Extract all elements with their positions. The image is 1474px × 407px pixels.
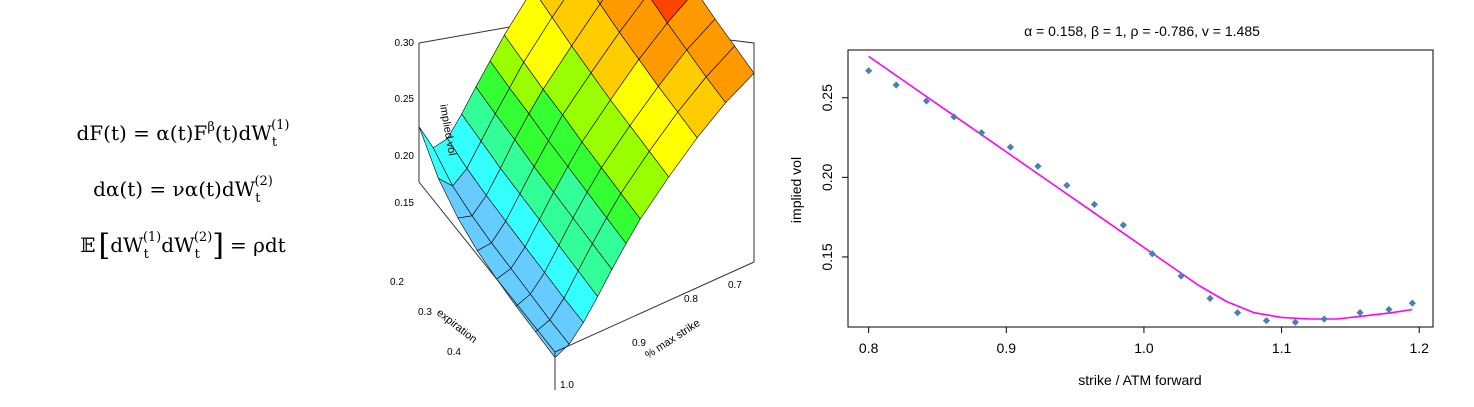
z-tick-label: 0.15 (395, 198, 415, 209)
surface-y-axis-label: % max strike (643, 317, 702, 361)
market-vol-point (892, 81, 900, 89)
equation-alpha: dα(t) = να(t)dWt(2) (93, 174, 273, 206)
implied-vol-surface-chart: 0.15 0.20 0.25 0.30 implied vol 0.2 0.3 … (390, 0, 755, 391)
x-tick-label: 1.0 (1134, 340, 1154, 356)
y-tick-label: 1.0 (560, 380, 574, 391)
y-tick-label: 0.25 (819, 84, 835, 111)
x-tick-label: 1.1 (1272, 340, 1292, 356)
z-tick-label: 0.25 (395, 94, 415, 105)
market-vol-point (1291, 318, 1299, 326)
equation-correlation: 𝔼 [dWt(1)dWt(2)] = ρdt (80, 228, 285, 263)
market-vol-point (1148, 250, 1156, 258)
surface-x-axis-label: expiration (434, 307, 479, 346)
x-axis: 0.8 0.9 1.0 1.1 1.2 (859, 327, 1429, 356)
market-vol-point (1034, 162, 1042, 170)
x-tick-label: 0.9 (997, 340, 1017, 356)
surface-x-ticks: 0.2 0.3 0.4 (390, 277, 461, 358)
y-tick-label: 0.9 (632, 338, 646, 349)
market-vol-point (1233, 309, 1242, 317)
fit-x-axis-label: strike / ATM forward (1078, 372, 1201, 388)
market-vol-points (865, 67, 1416, 326)
x-tick-label: 0.4 (447, 347, 461, 358)
market-vol-point (1408, 299, 1416, 307)
market-vol-point (865, 67, 873, 75)
market-vol-point (1206, 294, 1214, 302)
market-vol-point (1006, 143, 1015, 151)
market-vol-point (977, 129, 986, 137)
market-vol-point (1119, 221, 1127, 229)
market-vol-point (1262, 317, 1271, 325)
equation-forward: dF(t) = α(t)Fβ(t)dWt(1) (76, 118, 289, 150)
x-tick-label: 0.3 (418, 307, 432, 318)
y-tick-label: 0.15 (819, 243, 835, 270)
x-tick-label: 0.8 (859, 340, 879, 356)
z-tick-label: 0.30 (395, 38, 415, 49)
market-vol-point (1063, 181, 1071, 189)
market-vol-point (1385, 305, 1393, 314)
x-tick-label: 0.2 (390, 277, 404, 288)
fit-y-axis-label: implied vol (788, 157, 804, 223)
y-tick-label: 0.8 (684, 294, 698, 305)
surface-y-ticks: 0.7 0.8 0.9 1.0 (560, 280, 742, 391)
fit-chart-title: α = 0.158, β = 1, ρ = -0.786, v = 1.485 (1024, 23, 1260, 39)
y-tick-label: 0.20 (819, 164, 835, 191)
surface-box-front (418, 43, 755, 353)
surface-z-ticks: 0.15 0.20 0.25 0.30 (395, 38, 415, 209)
plot-frame (847, 49, 1434, 328)
sabr-equations: dF(t) = α(t)Fβ(t)dWt(1) dα(t) = να(t)dWt… (76, 118, 289, 263)
x-tick-label: 1.2 (1410, 340, 1430, 356)
y-axis: 0.15 0.20 0.25 (819, 84, 848, 271)
market-vol-point (1090, 200, 1098, 209)
z-tick-label: 0.20 (395, 151, 415, 162)
market-vol-point (1356, 309, 1364, 317)
market-vol-point (950, 113, 958, 121)
sabr-fit-chart: α = 0.158, β = 1, ρ = -0.786, v = 1.485 … (788, 23, 1434, 388)
market-vol-point (922, 97, 931, 105)
market-vol-point (1320, 315, 1328, 323)
sabr-fit-line (868, 55, 1413, 320)
y-tick-label: 0.7 (728, 280, 742, 291)
market-vol-point (1177, 272, 1185, 280)
